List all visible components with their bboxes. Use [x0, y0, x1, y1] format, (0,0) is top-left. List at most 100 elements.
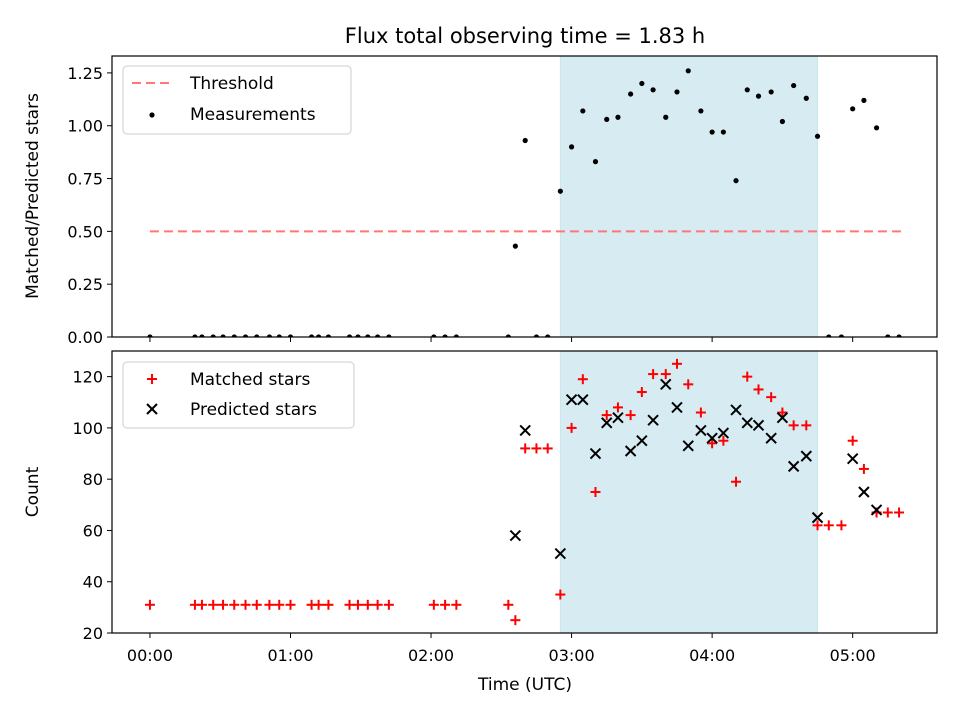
- matched-star-point: [542, 443, 553, 454]
- x-tick-label: 04:00: [689, 646, 735, 665]
- predicted-star-point: [577, 394, 589, 406]
- matched-star-point: [344, 599, 355, 610]
- measurement-point: [147, 334, 153, 337]
- predicted-star-point-b: [601, 417, 613, 429]
- measurement-point: [814, 133, 821, 139]
- x-axis-label: Time (UTC): [477, 675, 572, 695]
- measurement-point: [287, 334, 294, 337]
- measurement-point: [316, 334, 322, 337]
- measurement-point: [453, 334, 459, 337]
- legend-plus-marker: [147, 374, 157, 384]
- matched-star-point: [731, 476, 742, 487]
- chart-title: Flux total observing time = 1.83 h: [345, 24, 705, 48]
- measurement-point: [873, 125, 880, 131]
- predicted-star-point-b: [671, 401, 683, 414]
- matched-star-point: [251, 599, 262, 610]
- matched-star-point: [858, 463, 869, 474]
- measurement-point: [210, 334, 216, 337]
- measurement-point: [885, 334, 891, 337]
- measurement-point: [838, 334, 845, 337]
- y-tick-label: 120: [72, 368, 103, 387]
- predicted-star-point: [589, 447, 602, 460]
- measurement-point: [355, 334, 361, 337]
- predicted-star-point: [695, 424, 707, 437]
- measurement-point: [861, 97, 867, 103]
- predicted-star-point-b: [660, 378, 672, 391]
- matched-star-point: [625, 410, 636, 421]
- predicted-star-point-b: [765, 432, 777, 444]
- measurement-point: [628, 91, 634, 97]
- legend-predicted-label: Predicted stars: [190, 400, 317, 420]
- matched-star-point: [362, 599, 373, 610]
- measurement-point: [199, 334, 205, 337]
- matched-star-point: [428, 599, 439, 610]
- matched-star-point: [683, 379, 694, 390]
- y-tick-label: 100: [72, 419, 103, 438]
- predicted-star-point-b: [730, 404, 742, 416]
- y-tick-label: 1.00: [67, 117, 103, 136]
- measurement-point: [709, 129, 715, 135]
- y-tick-label: 80: [83, 470, 103, 489]
- predicted-star-point-b: [612, 411, 624, 424]
- predicted-star-point-b: [695, 424, 707, 437]
- matched-star-point: [648, 369, 659, 380]
- predicted-star-point: [706, 432, 718, 444]
- matched-star-point: [695, 407, 706, 418]
- measurement-point: [685, 68, 691, 74]
- count-x-axis: 00:00 01:00 02:00 03:00 04:00 05:00: [127, 633, 876, 665]
- measurement-point: [639, 80, 645, 87]
- matched-star-point: [847, 435, 858, 446]
- predicted-star-point-b: [741, 417, 753, 429]
- measurement-point: [568, 144, 575, 150]
- predicted-star-point: [636, 435, 648, 447]
- measurement-point: [733, 178, 739, 184]
- legend-measurements-label: Measurements: [190, 105, 316, 125]
- predicted-star-point: [811, 511, 824, 524]
- predicted-star-point-b: [577, 394, 589, 406]
- x-tick-label: 02:00: [408, 646, 454, 665]
- measurement-point: [231, 334, 237, 337]
- matched-star-point: [510, 615, 521, 626]
- ratio-legend-box: [122, 65, 352, 135]
- count-y-label: Count: [23, 466, 43, 517]
- ratio-y-label: Matched/Predicted stars: [23, 93, 43, 299]
- legend-x-marker: [146, 403, 158, 415]
- matched-star-point: [555, 589, 566, 600]
- y-tick-label: 40: [83, 573, 103, 592]
- measurement-point: [276, 334, 282, 337]
- predicted-star-point-b: [565, 394, 578, 406]
- measurement-point: [442, 334, 448, 337]
- predicted-star-point: [730, 404, 742, 416]
- x-tick-label: 03:00: [549, 646, 595, 665]
- measurement-point: [545, 334, 551, 337]
- matched-star-point: [812, 520, 823, 531]
- measurement-point: [826, 334, 832, 337]
- measurement-point: [533, 334, 540, 337]
- y-tick-label: 1.25: [67, 64, 103, 83]
- matched-star-point: [208, 599, 219, 610]
- measurement-point: [698, 108, 704, 114]
- predicted-star-point: [858, 486, 870, 498]
- predicted-star-point: [776, 411, 789, 424]
- x-tick-label: 05:00: [830, 646, 876, 665]
- measurement-point: [254, 334, 260, 337]
- measurement-point: [791, 82, 797, 89]
- measurement-point: [242, 334, 249, 337]
- matched-star-point: [577, 374, 588, 385]
- matched-star-point: [503, 599, 514, 610]
- measurement-point: [580, 108, 586, 114]
- predicted-star-point: [800, 450, 813, 462]
- legend-matched-label: Matched stars: [190, 370, 310, 390]
- ratio-panel: 0.00 0.25 0.50 0.75 1.00 1.25 Matched/Predict…: [23, 55, 938, 347]
- predicted-star-point: [509, 529, 522, 542]
- matched-star-point: [882, 507, 893, 518]
- measurement-point: [755, 93, 762, 99]
- matched-star-point: [823, 520, 834, 531]
- measurement-point: [604, 116, 610, 122]
- count-marks: [144, 358, 905, 626]
- predicted-star-point: [612, 411, 624, 424]
- matched-star-point: [285, 599, 296, 610]
- y-tick-label: 0.00: [67, 328, 103, 347]
- y-tick-label: 0.75: [67, 170, 103, 189]
